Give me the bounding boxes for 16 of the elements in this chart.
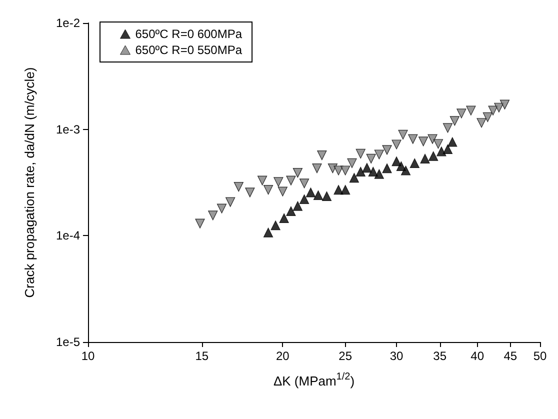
x-tick-label: 40 <box>470 349 484 363</box>
x-tick-label: 35 <box>433 349 447 363</box>
x-tick-label: 50 <box>533 349 547 363</box>
x-tick-label: 25 <box>338 349 352 363</box>
y-tick-label: 1e-4 <box>56 228 80 243</box>
x-tick-label: 30 <box>390 349 404 363</box>
legend-label: 650ºC R=0 550MPa <box>135 43 242 57</box>
legend-label: 650ºC R=0 600MPa <box>135 27 242 41</box>
y-tick-label: 1e-2 <box>56 16 80 30</box>
y-axis-title: Crack propagation rate, da/dN (m/cycle) <box>22 67 37 298</box>
y-tick-label: 1e-5 <box>56 335 80 349</box>
x-tick-label: 10 <box>81 349 95 363</box>
x-tick-label: 45 <box>504 349 518 363</box>
y-tick-label: 1e-3 <box>56 122 80 136</box>
x-tick-label: 20 <box>276 349 290 363</box>
x-tick-label: 15 <box>195 349 209 363</box>
